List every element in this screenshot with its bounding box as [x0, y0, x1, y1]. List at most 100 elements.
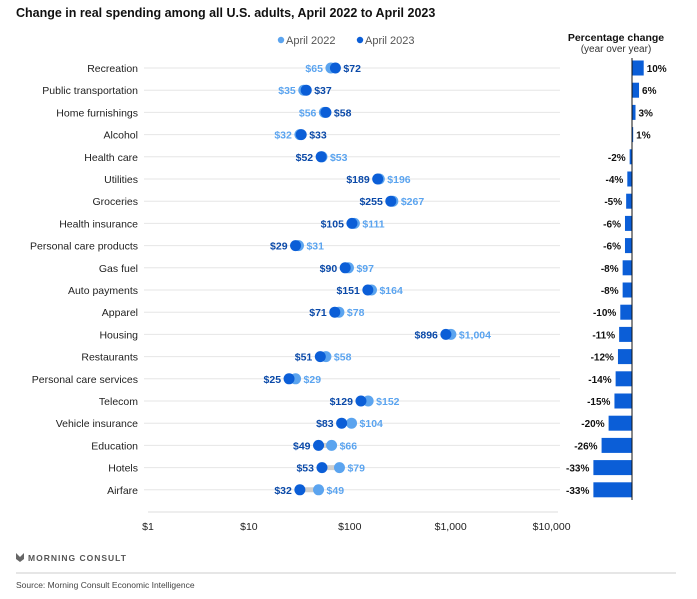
dot-april-2023 — [329, 306, 341, 318]
legend-marker-2023 — [356, 36, 364, 44]
pct-label: -6% — [603, 219, 621, 230]
pct-bar — [620, 304, 632, 320]
dot-april-2023 — [385, 195, 397, 207]
value-label-2023: $255 — [359, 196, 383, 208]
value-label-2022: $78 — [347, 307, 365, 319]
pct-label: 6% — [642, 86, 657, 97]
pct-label: 3% — [639, 108, 654, 119]
pct-label: 1% — [636, 131, 651, 142]
value-label-2022: $35 — [278, 85, 296, 97]
dot-april-2022 — [326, 439, 338, 451]
category-label: Groceries — [92, 196, 138, 208]
category-label: Public transportation — [42, 85, 138, 97]
dot-april-2023 — [320, 106, 332, 118]
row: Health care $52 $53 -2% — [84, 149, 632, 165]
category-label: Utilities — [104, 174, 138, 186]
dot-april-2023 — [355, 395, 367, 407]
row: Auto payments $151 $164 -8% — [68, 282, 632, 298]
pct-label: -5% — [604, 197, 622, 208]
pct-label: -10% — [593, 308, 616, 319]
value-label-2023: $58 — [334, 107, 352, 119]
value-label-2023: $129 — [330, 396, 354, 408]
dot-april-2023 — [372, 173, 384, 185]
pct-label: -8% — [601, 286, 619, 297]
category-label: Health insurance — [59, 218, 138, 230]
pct-bar — [619, 326, 632, 342]
value-label-2022: $104 — [360, 418, 384, 430]
row: Home furnishings $56 $58 3% — [56, 104, 654, 120]
pct-label: -4% — [606, 175, 624, 186]
category-label: Recreation — [87, 63, 138, 75]
category-label: Apparel — [102, 307, 138, 319]
pct-bar — [627, 171, 632, 187]
category-label: Hotels — [108, 463, 138, 475]
value-label-2022: $53 — [330, 152, 348, 164]
pct-bar — [615, 371, 632, 387]
value-label-2023: $151 — [336, 285, 360, 297]
row: Airfare $32 $49 -33% — [107, 482, 632, 498]
row: Housing $896 $1,004 -11% — [99, 326, 632, 342]
morning-consult-logo: MORNING CONSULT — [16, 553, 127, 563]
value-label-2023: $896 — [415, 329, 439, 341]
dot-april-2022 — [346, 417, 358, 429]
row: Groceries $255 $267 -5% — [92, 193, 632, 209]
pct-bar — [629, 149, 632, 165]
row: Apparel $71 $78 -10% — [102, 304, 632, 320]
pct-bar — [622, 282, 632, 298]
value-label-2022: $79 — [347, 463, 365, 475]
chart-title: Change in real spending among all U.S. a… — [16, 6, 435, 20]
legend-label-2022: April 2022 — [286, 35, 336, 47]
category-label: Auto payments — [68, 285, 138, 297]
row: Hotels $53 $79 -33% — [108, 460, 632, 476]
row: Telecom $129 $152 -15% — [99, 393, 632, 409]
dot-april-2023 — [283, 373, 295, 385]
category-label: Housing — [99, 329, 138, 341]
value-label-2022: $164 — [379, 285, 403, 297]
pct-label: -14% — [588, 375, 611, 386]
value-label-2022: $267 — [401, 196, 425, 208]
pct-bar — [617, 349, 632, 365]
dot-april-2023 — [300, 84, 312, 96]
value-label-2022: $56 — [299, 107, 317, 119]
pct-bar — [601, 437, 632, 453]
source-note: Source: Morning Consult Economic Intelli… — [16, 580, 195, 590]
value-label-2023: $90 — [320, 263, 338, 275]
pct-bar — [614, 393, 632, 409]
row: Personal care services $25 $29 -14% — [32, 371, 632, 387]
dot-april-2022 — [333, 462, 345, 474]
value-label-2023: $29 — [270, 241, 288, 253]
value-label-2023: $37 — [314, 85, 332, 97]
row: Public transportation $35 $37 6% — [42, 82, 657, 98]
pct-label: -8% — [601, 264, 619, 275]
value-label-2022: $97 — [356, 263, 374, 275]
pct-bar — [632, 82, 640, 98]
value-label-2023: $33 — [309, 130, 327, 142]
logo-text: MORNING CONSULT — [28, 553, 127, 563]
value-label-2022: $111 — [362, 218, 384, 230]
dot-april-2023 — [316, 462, 328, 474]
value-label-2023: $25 — [264, 374, 282, 386]
x-tick-label: $1 — [142, 521, 154, 533]
dot-april-2023 — [362, 284, 374, 296]
pct-bar — [626, 193, 632, 209]
value-label-2022: $32 — [274, 130, 292, 142]
pct-bar — [624, 238, 632, 254]
value-label-2023: $51 — [295, 352, 313, 364]
dot-april-2023 — [294, 484, 306, 496]
logo-icon — [16, 553, 24, 562]
value-label-2022: $65 — [305, 63, 323, 75]
category-label: Airfare — [107, 485, 138, 497]
pct-bar — [622, 260, 632, 276]
category-label: Gas fuel — [99, 263, 138, 275]
category-label: Telecom — [99, 396, 138, 408]
value-label-2022: $58 — [334, 352, 352, 364]
value-label-2022: $31 — [306, 241, 324, 253]
dot-april-2023 — [336, 417, 348, 429]
legend-label-2023: April 2023 — [365, 35, 415, 47]
value-label-2022: $29 — [304, 374, 322, 386]
row: Health insurance $105 $111 -6% — [59, 215, 632, 231]
x-tick-label: $10 — [240, 521, 258, 533]
category-label: Alcohol — [104, 130, 138, 142]
value-label-2022: $49 — [327, 485, 345, 497]
